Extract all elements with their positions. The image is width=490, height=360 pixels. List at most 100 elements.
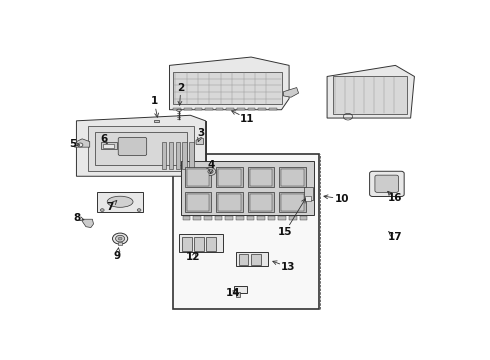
Bar — [181, 161, 314, 215]
Bar — [162, 141, 167, 169]
Bar — [101, 142, 117, 149]
Bar — [236, 252, 268, 266]
Text: 7: 7 — [106, 202, 114, 212]
Bar — [96, 132, 187, 165]
Bar — [268, 216, 275, 220]
Circle shape — [116, 235, 124, 242]
Text: 5: 5 — [69, 139, 76, 149]
Bar — [249, 169, 272, 186]
Polygon shape — [170, 57, 289, 110]
Circle shape — [137, 209, 141, 211]
Ellipse shape — [177, 109, 181, 111]
FancyBboxPatch shape — [369, 171, 404, 197]
Bar — [279, 167, 306, 187]
Bar — [218, 169, 241, 186]
Bar — [281, 194, 304, 211]
Bar — [194, 216, 201, 220]
FancyBboxPatch shape — [118, 138, 147, 156]
Text: 4: 4 — [208, 160, 215, 170]
Bar — [187, 194, 209, 211]
Bar — [88, 126, 194, 171]
Bar — [225, 216, 233, 220]
Bar — [234, 286, 247, 293]
Circle shape — [205, 168, 216, 175]
Polygon shape — [196, 138, 204, 144]
Circle shape — [208, 170, 213, 174]
Bar — [248, 108, 255, 110]
Bar — [183, 216, 190, 220]
Bar — [300, 216, 307, 220]
Text: 2: 2 — [177, 82, 185, 93]
Bar — [182, 141, 187, 169]
Bar — [304, 187, 313, 200]
Bar — [185, 192, 211, 212]
Bar — [249, 194, 272, 211]
Bar — [305, 196, 311, 201]
Circle shape — [100, 209, 104, 211]
Bar — [278, 216, 286, 220]
Bar — [289, 216, 297, 220]
Bar — [281, 169, 304, 186]
Ellipse shape — [107, 196, 133, 207]
Bar — [269, 108, 276, 110]
Bar — [216, 167, 243, 187]
Bar — [215, 216, 222, 220]
Bar — [257, 216, 265, 220]
FancyBboxPatch shape — [375, 175, 398, 192]
Bar — [239, 253, 248, 265]
Bar — [118, 242, 122, 245]
Bar — [187, 169, 209, 186]
Bar — [103, 144, 115, 148]
Bar — [182, 237, 192, 251]
Bar — [185, 167, 211, 187]
Polygon shape — [283, 87, 298, 97]
Circle shape — [113, 233, 128, 244]
Bar — [195, 108, 202, 110]
Text: 1: 1 — [150, 96, 158, 107]
Bar — [218, 194, 241, 211]
Circle shape — [118, 237, 122, 240]
Bar — [173, 72, 281, 104]
Text: 15: 15 — [278, 227, 293, 237]
Bar — [279, 192, 306, 212]
Polygon shape — [327, 66, 415, 118]
Text: 11: 11 — [240, 114, 255, 123]
Bar — [333, 76, 407, 114]
Bar — [248, 167, 274, 187]
Bar — [184, 108, 192, 110]
Text: 16: 16 — [388, 193, 402, 203]
Bar — [248, 192, 274, 212]
Text: 12: 12 — [186, 252, 200, 262]
Bar — [226, 108, 234, 110]
Bar — [236, 216, 244, 220]
Bar — [204, 216, 212, 220]
Polygon shape — [82, 219, 94, 228]
Text: 6: 6 — [100, 134, 107, 144]
Text: 10: 10 — [335, 194, 349, 204]
Bar — [237, 108, 245, 110]
Bar — [173, 154, 319, 309]
Bar — [216, 108, 223, 110]
Bar — [216, 192, 243, 212]
Bar — [206, 237, 216, 251]
Text: 17: 17 — [388, 232, 402, 242]
Circle shape — [77, 143, 83, 147]
Bar — [246, 216, 254, 220]
Bar — [179, 234, 222, 252]
Text: 9: 9 — [114, 251, 121, 261]
Bar — [236, 292, 241, 297]
Bar — [173, 108, 181, 110]
Bar — [98, 192, 143, 212]
Polygon shape — [76, 115, 206, 176]
Bar — [189, 141, 194, 169]
Bar — [205, 108, 213, 110]
Bar — [169, 141, 173, 169]
Bar — [258, 108, 266, 110]
Text: 14: 14 — [225, 288, 240, 298]
Text: 3: 3 — [197, 128, 205, 138]
Bar — [194, 237, 204, 251]
Text: 8: 8 — [74, 213, 81, 223]
Bar — [175, 141, 180, 169]
Polygon shape — [74, 139, 90, 147]
Bar — [251, 253, 261, 265]
